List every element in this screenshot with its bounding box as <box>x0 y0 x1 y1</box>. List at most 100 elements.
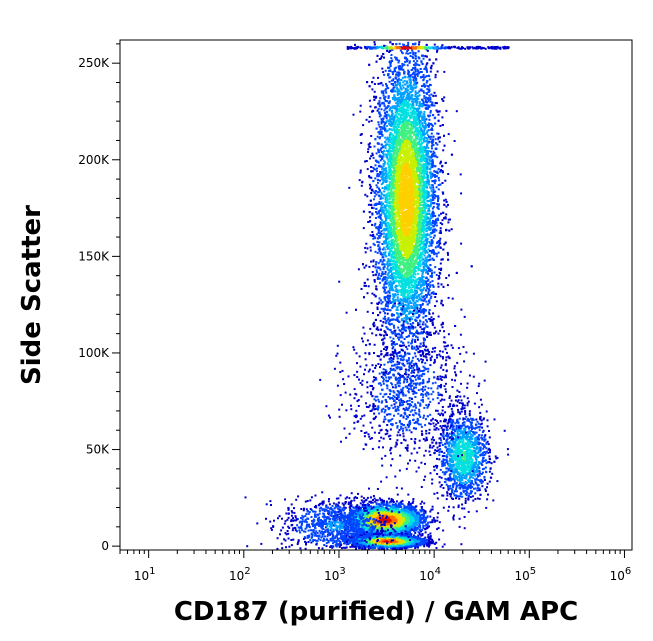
event-dot <box>401 132 403 135</box>
event-dot <box>428 234 431 237</box>
event-dot <box>441 170 444 172</box>
event-dot <box>417 212 420 215</box>
event-dot <box>403 79 406 82</box>
event-dot <box>417 141 419 144</box>
event-dot <box>435 274 438 276</box>
event-dot <box>446 251 449 254</box>
event-dot <box>359 169 362 172</box>
event-dot <box>406 64 409 67</box>
event-dot <box>374 106 377 109</box>
event-dot <box>408 362 411 365</box>
event-dot <box>404 183 407 186</box>
event-dot <box>404 259 407 262</box>
event-dot <box>413 107 416 110</box>
event-dot <box>388 139 391 142</box>
event-dot <box>403 309 406 312</box>
event-dot <box>440 212 442 215</box>
event-dot <box>427 85 430 88</box>
event-dot <box>416 308 419 311</box>
event-dot <box>419 163 422 166</box>
event-dot <box>436 70 439 73</box>
event-dot <box>405 52 408 55</box>
event-dot <box>380 350 383 353</box>
event-dot <box>459 173 462 176</box>
event-dot <box>413 272 415 275</box>
event-dot <box>407 76 410 79</box>
event-dot <box>432 174 435 177</box>
event-dot <box>395 66 397 69</box>
event-dot <box>381 67 384 70</box>
event-dot <box>348 186 351 189</box>
event-dot <box>418 90 421 93</box>
event-dot <box>376 167 378 170</box>
event-dot <box>389 76 392 79</box>
event-dot <box>382 165 385 168</box>
event-dot <box>387 265 389 268</box>
event-dot <box>399 391 402 394</box>
event-dot <box>416 368 419 371</box>
event-dot <box>410 135 413 138</box>
event-dot <box>406 84 409 87</box>
event-dot <box>430 135 433 138</box>
event-dot <box>380 225 383 228</box>
event-dot <box>386 267 389 270</box>
event-dot <box>429 205 432 208</box>
event-dot <box>374 177 377 180</box>
event-dot <box>381 166 384 169</box>
event-dot <box>392 318 395 321</box>
event-dot <box>420 98 423 101</box>
event-dot <box>382 94 385 97</box>
event-dot <box>431 272 433 275</box>
event-dot <box>425 261 428 264</box>
event-dot <box>396 212 399 215</box>
event-dot <box>432 186 435 189</box>
event-dot <box>390 57 393 60</box>
event-dot <box>422 141 425 144</box>
event-dot <box>419 319 422 322</box>
event-dot <box>389 155 392 158</box>
event-dot <box>433 170 436 173</box>
event-dot <box>398 59 401 62</box>
event-dot <box>432 230 435 233</box>
event-dot <box>389 136 392 139</box>
event-dot <box>371 292 374 295</box>
event-dot <box>424 140 427 143</box>
event-dot <box>399 256 402 259</box>
event-dot <box>366 168 369 171</box>
event-dot <box>443 96 446 99</box>
event-dot <box>418 94 421 97</box>
event-dot <box>365 264 368 267</box>
event-dot <box>407 302 410 305</box>
event-dot <box>380 201 383 204</box>
event-dot <box>409 55 412 57</box>
event-dot <box>438 140 441 143</box>
event-dot <box>403 338 406 340</box>
event-dot <box>434 305 437 307</box>
event-dot <box>412 117 415 120</box>
event-dot <box>384 69 387 72</box>
event-dot <box>380 230 383 233</box>
event-dot <box>405 127 408 130</box>
event-dot <box>423 173 426 176</box>
event-dot <box>418 216 421 219</box>
event-dot <box>428 78 431 81</box>
event-dot <box>447 221 450 224</box>
event-dot <box>385 325 388 328</box>
event-dot <box>381 223 383 226</box>
event-dot <box>418 41 421 44</box>
event-dot <box>406 322 409 325</box>
event-dot <box>439 222 442 225</box>
event-dot <box>371 235 374 237</box>
event-dot <box>373 83 376 85</box>
event-dot <box>396 285 399 288</box>
event-dot <box>385 304 388 307</box>
event-dot <box>425 212 428 215</box>
event-dot <box>430 93 433 96</box>
event-dot <box>438 275 441 277</box>
event-dot <box>428 89 431 92</box>
event-dot <box>379 281 381 284</box>
event-dot <box>382 170 385 173</box>
event-dot <box>407 373 410 376</box>
event-dot <box>381 187 384 189</box>
event-dot <box>429 100 432 103</box>
